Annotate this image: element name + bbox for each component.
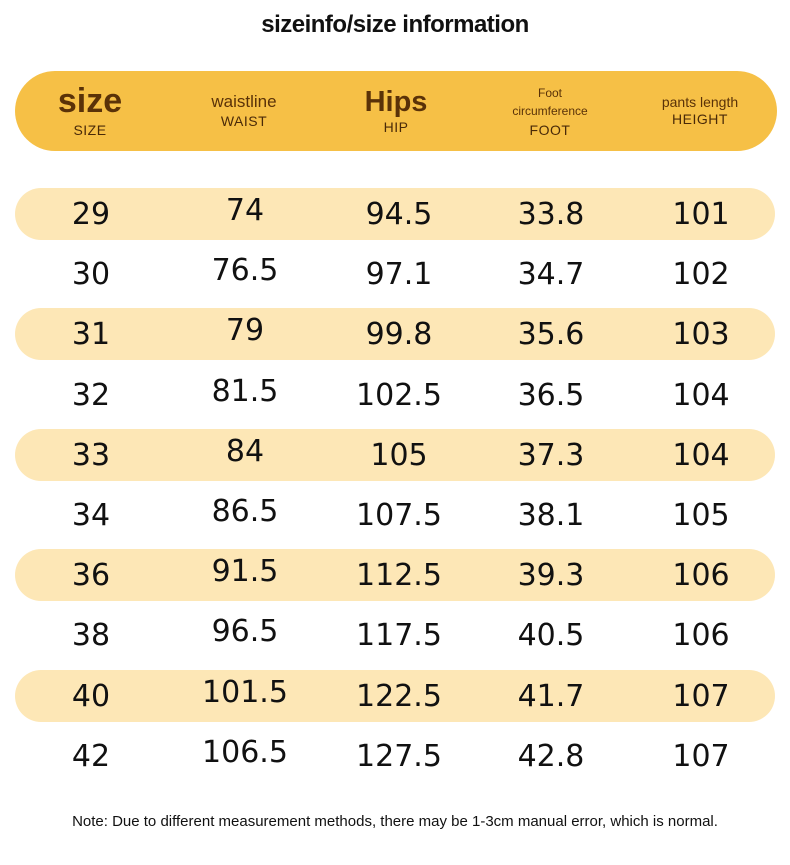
cell-height: 104	[672, 437, 730, 473]
cell-height: 106	[672, 557, 730, 593]
cell-foot: 37.3	[517, 437, 585, 473]
cell-waist: 81.5	[211, 373, 279, 409]
cell-height: 103	[672, 316, 730, 352]
cell-height: 107	[672, 738, 730, 774]
header-size: size SIZE	[14, 71, 166, 151]
cell-foot: 40.5	[517, 617, 585, 653]
cell-height: 102	[672, 256, 730, 292]
table-row: 33 84 105 37.3 104	[15, 429, 775, 481]
header-size-label: size	[57, 82, 123, 121]
header-size-sublabel: SIZE	[73, 121, 107, 138]
header-hip-label: Hips	[364, 85, 428, 118]
cell-hip: 112.5	[356, 557, 442, 593]
cell-waist: 106.5	[202, 734, 288, 770]
cell-waist: 96.5	[211, 613, 279, 649]
cell-waist: 76.5	[211, 252, 279, 288]
table-header-bar	[15, 71, 777, 151]
table-row: 34 86.5 107.5 38.1 105	[15, 489, 775, 541]
header-foot-label: Foot circumference	[512, 86, 588, 118]
cell-size: 32	[71, 377, 111, 413]
cell-foot: 39.3	[517, 557, 585, 593]
cell-waist: 91.5	[211, 553, 279, 589]
note-text: Note: Due to different measurement metho…	[72, 813, 718, 830]
page-title: sizeinfo/size information	[261, 11, 529, 38]
cell-waist: 86.5	[211, 493, 279, 529]
cell-foot: 34.7	[517, 256, 585, 292]
cell-foot: 35.6	[517, 316, 585, 352]
header-waist-sublabel: WAIST	[220, 112, 268, 129]
cell-waist: 74	[225, 192, 265, 228]
cell-height: 106	[672, 617, 730, 653]
table-row: 29 74 94.5 33.8 101	[15, 188, 775, 240]
header-height-label: pants length	[661, 93, 739, 110]
table-row: 40 101.5 122.5 41.7 107	[15, 670, 775, 722]
cell-size: 34	[71, 497, 111, 533]
table-row: 36 91.5 112.5 39.3 106	[15, 549, 775, 601]
cell-size: 30	[71, 256, 111, 292]
header-foot: Foot circumference FOOT	[474, 71, 626, 151]
cell-height: 101	[672, 196, 730, 232]
cell-height: 105	[672, 497, 730, 533]
cell-size: 36	[71, 557, 111, 593]
header-foot-sublabel: FOOT	[529, 122, 571, 138]
header-waist: waistline WAIST	[168, 71, 320, 151]
header-waist-label: waistline	[211, 92, 277, 112]
cell-waist: 84	[225, 433, 265, 469]
cell-size: 42	[71, 738, 111, 774]
table-row: 30 76.5 97.1 34.7 102	[15, 248, 775, 300]
cell-foot: 42.8	[517, 738, 585, 774]
cell-hip: 122.5	[356, 678, 442, 714]
cell-hip: 107.5	[356, 497, 442, 533]
cell-foot: 41.7	[517, 678, 585, 714]
cell-hip: 102.5	[356, 377, 442, 413]
cell-foot: 33.8	[517, 196, 585, 232]
header-hip: Hips HIP	[320, 71, 472, 151]
cell-size: 38	[71, 617, 111, 653]
cell-foot: 38.1	[517, 497, 585, 533]
table-row: 42 106.5 127.5 42.8 107	[15, 730, 775, 782]
header-hip-sublabel: HIP	[383, 119, 409, 136]
table-row: 32 81.5 102.5 36.5 104	[15, 369, 775, 421]
cell-waist: 101.5	[202, 674, 288, 710]
cell-height: 107	[672, 678, 730, 714]
cell-size: 33	[71, 437, 111, 473]
cell-hip: 94.5	[365, 196, 433, 232]
cell-size: 40	[71, 678, 111, 714]
cell-size: 29	[71, 196, 111, 232]
cell-size: 31	[71, 316, 111, 352]
cell-waist: 79	[225, 312, 265, 348]
table-row: 31 79 99.8 35.6 103	[15, 308, 775, 360]
header-height-sublabel: HEIGHT	[672, 111, 728, 128]
cell-hip: 127.5	[356, 738, 442, 774]
header-height: pants length HEIGHT	[624, 71, 776, 151]
cell-hip: 117.5	[356, 617, 442, 653]
cell-height: 104	[672, 377, 730, 413]
cell-hip: 105	[370, 437, 428, 473]
cell-foot: 36.5	[517, 377, 585, 413]
cell-hip: 97.1	[365, 256, 433, 292]
table-row: 38 96.5 117.5 40.5 106	[15, 609, 775, 661]
cell-hip: 99.8	[365, 316, 433, 352]
